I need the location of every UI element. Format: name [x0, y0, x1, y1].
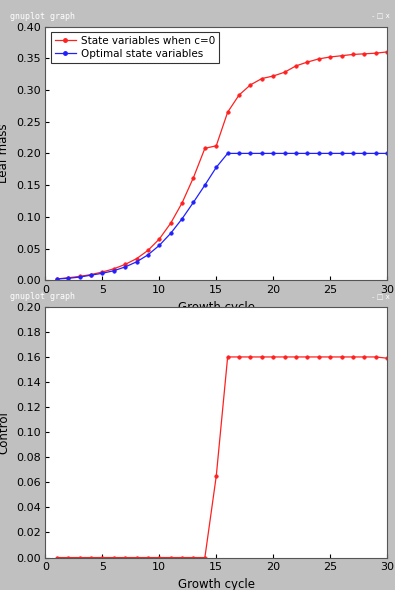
X-axis label: Growth cycle: Growth cycle: [178, 301, 255, 314]
Text: - □ x: - □ x: [372, 14, 389, 19]
Legend: State variables when c=0, Optimal state variables: State variables when c=0, Optimal state …: [51, 32, 219, 63]
X-axis label: Growth cycle: Growth cycle: [178, 578, 255, 590]
Text: gnuplot graph: gnuplot graph: [10, 292, 75, 301]
Y-axis label: Leaf mass: Leaf mass: [0, 123, 10, 183]
Text: gnuplot graph: gnuplot graph: [10, 12, 75, 21]
Text: - □ x: - □ x: [372, 294, 389, 300]
Y-axis label: Control: Control: [0, 411, 10, 454]
